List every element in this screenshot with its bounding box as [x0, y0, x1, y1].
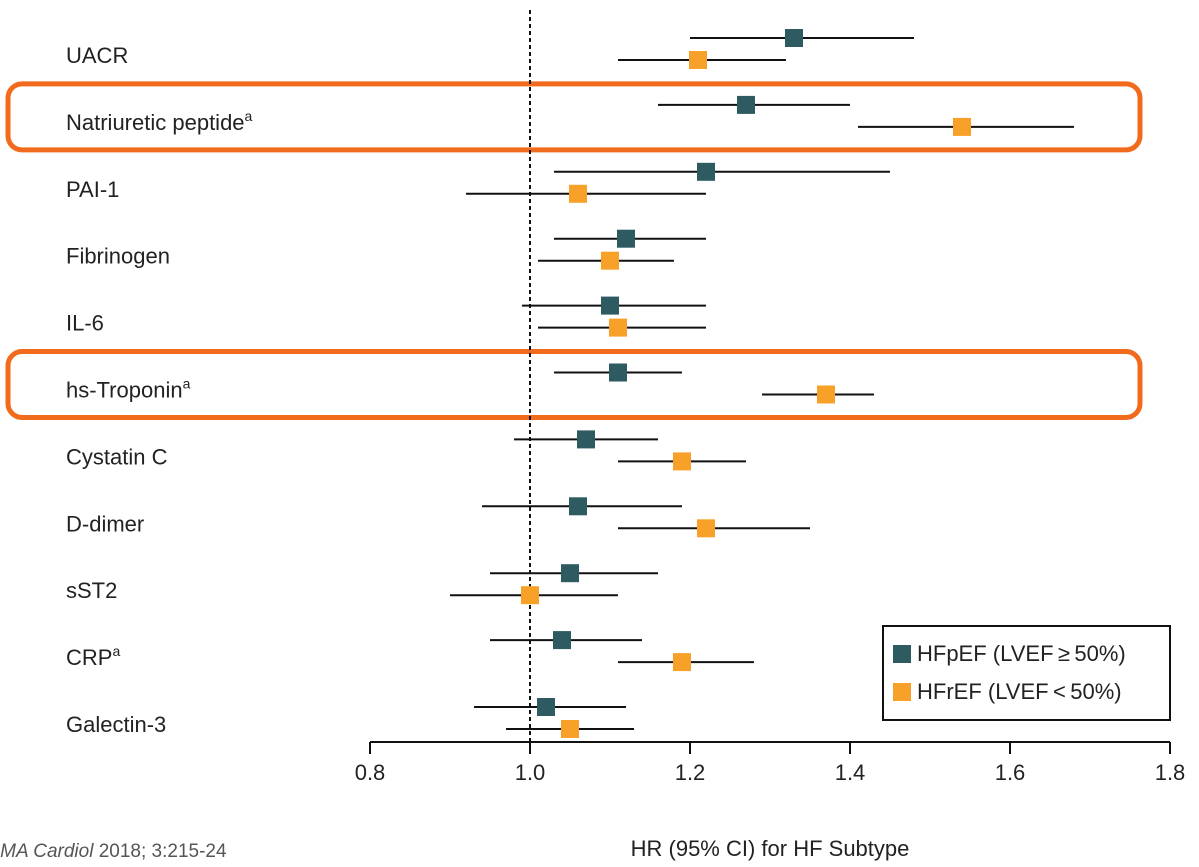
legend-label: HFrEF (LVEF < 50%): [917, 679, 1122, 704]
x-tick-label: 1.4: [835, 760, 866, 785]
footnote-marker: a: [245, 108, 253, 124]
point-estimate: [537, 698, 555, 716]
row-label: Cystatin C: [66, 444, 168, 469]
legend-swatch: [893, 683, 911, 701]
footnote-marker: a: [183, 375, 191, 391]
point-estimate: [609, 363, 627, 382]
row-label-text: IL-6: [66, 310, 104, 335]
point-estimate: [601, 251, 619, 270]
row-label-text: Cystatin C: [66, 444, 168, 469]
point-estimate: [697, 519, 715, 538]
row-label: sST2: [66, 578, 117, 603]
source: JAMA Cardiol 2018; 3:215-24: [0, 841, 227, 862]
row-label: UACR: [66, 43, 128, 68]
x-tick-label: 1.0: [515, 760, 546, 785]
row-label: IL-6: [66, 310, 104, 335]
row-label-text: D-dimer: [66, 511, 144, 536]
row-label-text: Natriuretic peptide: [66, 110, 245, 135]
row-label: D-dimer: [66, 511, 144, 536]
source-ref: 2018; 3:215-24: [93, 841, 227, 862]
row-label-text: Galectin-3: [66, 712, 166, 737]
x-tick-label: 1.2: [675, 760, 706, 785]
footnote-marker: a: [112, 643, 120, 659]
point-estimate: [737, 95, 755, 114]
x-axis-label: HR (95% CI) for HF Subtype: [631, 836, 910, 861]
point-estimate: [689, 51, 707, 69]
row-label: Fibrinogen: [66, 244, 170, 269]
point-estimate: [673, 452, 691, 471]
row-label-text: UACR: [66, 43, 128, 68]
legend-label: HFpEF (LVEF ≥ 50%): [917, 641, 1126, 666]
point-estimate: [569, 497, 587, 516]
x-tick-label: 1.6: [995, 760, 1026, 785]
point-estimate: [577, 430, 595, 449]
row-label-text: CRP: [66, 645, 112, 670]
row-label-text: PAI-1: [66, 177, 119, 202]
point-estimate: [561, 564, 579, 583]
point-estimate: [785, 29, 803, 47]
row-label: PAI-1: [66, 177, 119, 202]
point-estimate: [953, 117, 971, 136]
source-journal: JAMA Cardiol: [0, 841, 94, 862]
row-label: Natriuretic peptidea: [66, 108, 253, 135]
highlight-box: [5, 349, 1143, 420]
legend-box: [882, 625, 1171, 721]
point-estimate: [521, 586, 539, 605]
point-estimate: [553, 631, 571, 650]
x-tick-label: 1.8: [1155, 760, 1186, 785]
point-estimate: [617, 229, 635, 248]
point-estimate: [609, 318, 627, 337]
x-tick-label: 0.8: [355, 760, 386, 785]
point-estimate: [561, 720, 579, 738]
legend-swatch: [893, 645, 911, 663]
row-label: CRPa: [66, 643, 120, 670]
point-estimate: [601, 296, 619, 315]
point-estimate: [817, 385, 835, 404]
row-label: Galectin-3: [66, 712, 166, 737]
row-label-text: sST2: [66, 578, 117, 603]
highlight-box: [5, 81, 1143, 153]
row-label-text: hs-Troponin: [66, 377, 183, 402]
point-estimate: [569, 184, 587, 203]
row-label: hs-Troponina: [66, 375, 191, 402]
point-estimate: [673, 653, 691, 672]
row-label-text: Fibrinogen: [66, 244, 170, 269]
point-estimate: [697, 162, 715, 181]
